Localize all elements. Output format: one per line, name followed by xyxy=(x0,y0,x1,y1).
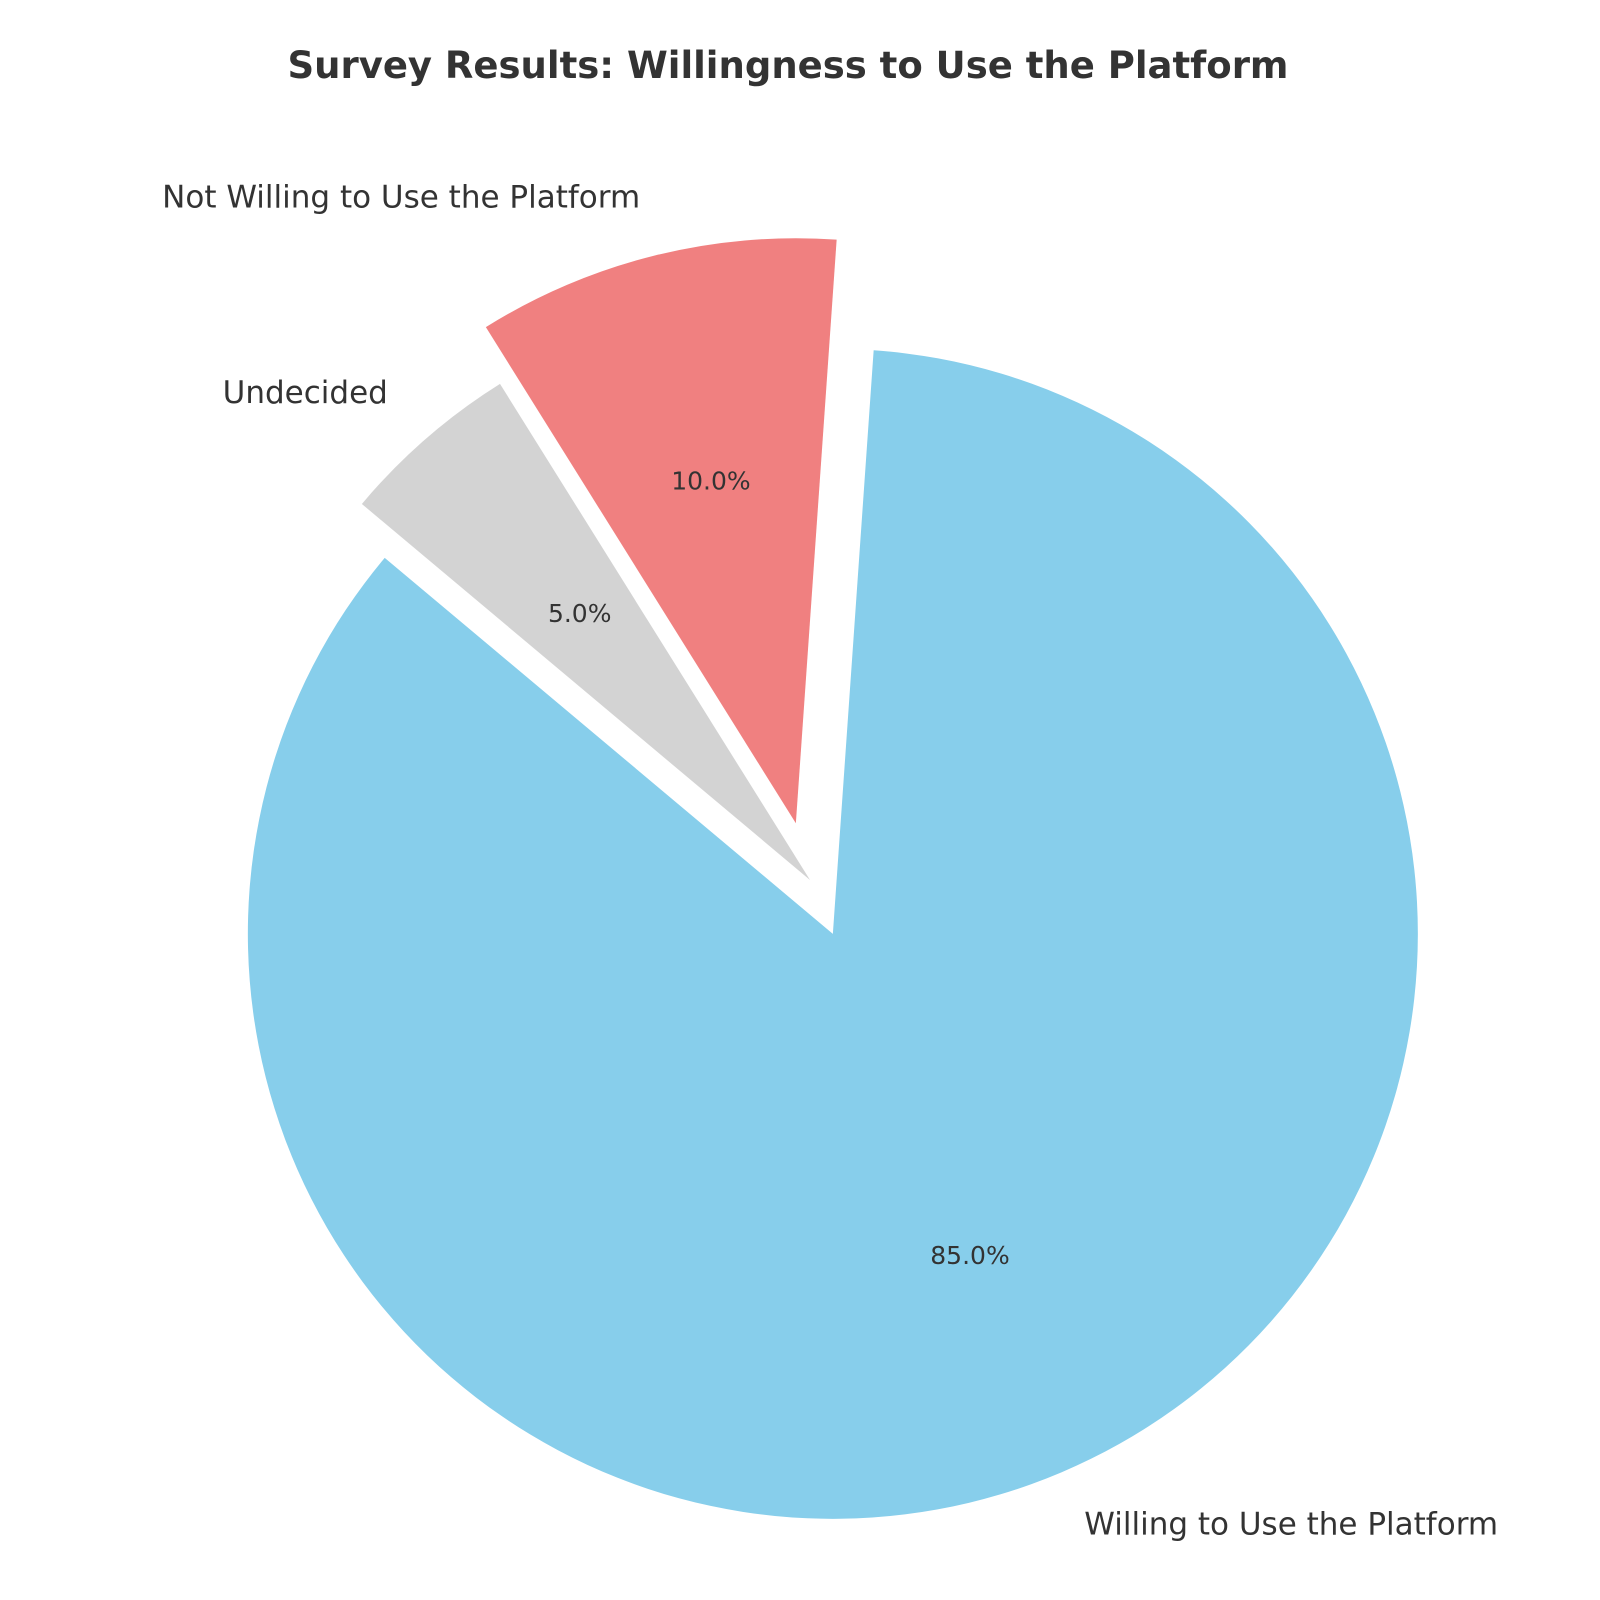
pct-label-1: 10.0% xyxy=(671,467,750,496)
slice-label-2: Undecided xyxy=(223,375,388,411)
slice-label-1: Not Willing to Use the Platform xyxy=(162,179,640,215)
pie-slice-2 xyxy=(361,383,810,880)
pct-label-0: 85.0% xyxy=(930,1241,1009,1270)
chart-title: Survey Results: Willingness to Use the P… xyxy=(287,44,1288,87)
slice-label-0: Willing to Use the Platform xyxy=(1084,1507,1498,1543)
pie-slice-0 xyxy=(247,350,1418,1519)
pie-labels: Willing to Use the Platform 85.0% Not Will… xyxy=(162,179,1498,1542)
pct-label-2: 5.0% xyxy=(548,599,612,628)
pie-slices xyxy=(247,238,1418,1519)
pie-slice-1 xyxy=(485,238,837,824)
